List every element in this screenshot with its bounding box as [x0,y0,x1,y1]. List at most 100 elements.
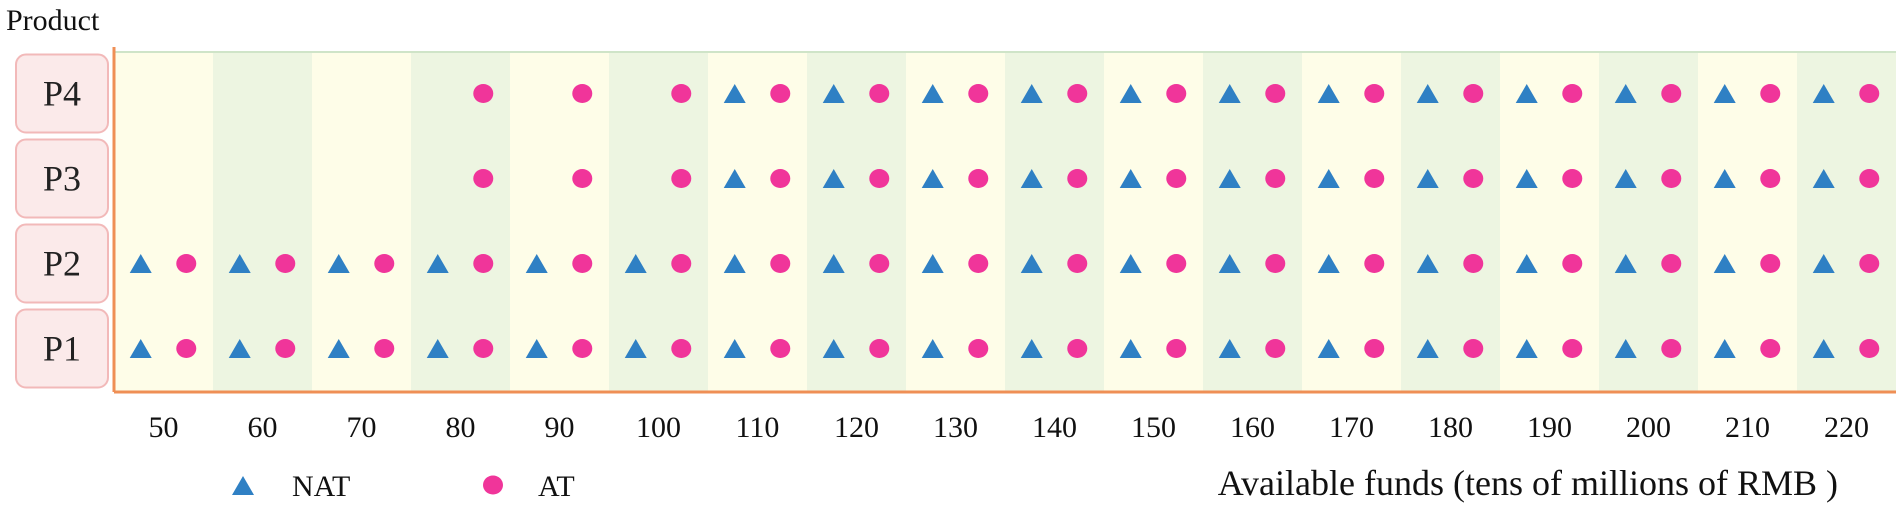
product-box-p4 [15,53,109,134]
at-point-p3-90 [572,169,593,188]
x-tick-210: 210 [1725,411,1770,444]
data-marks [129,84,1880,358]
x-tick-120: 120 [834,411,879,444]
legend: NAT AT [232,470,575,503]
nat-point-p1-170 [1317,339,1340,358]
nat-point-p2-180 [1416,254,1439,273]
nat-point-p1-180 [1416,339,1439,358]
x-tick-170: 170 [1329,411,1374,444]
at-point-p1-110 [770,339,791,358]
at-point-p2-150 [1166,254,1187,273]
x-tick-60: 60 [248,411,278,444]
at-point-p4-180 [1463,84,1484,103]
nat-point-p4-130 [921,84,944,103]
x-axis-title: Available funds (tens of millions of RMB… [1218,463,1838,503]
x-tick-100: 100 [636,411,681,444]
at-point-p2-140 [1067,254,1088,273]
nat-point-p2-140 [1020,254,1043,273]
at-point-p3-100 [671,169,692,188]
nat-point-p2-70 [327,254,350,273]
nat-point-p2-170 [1317,254,1340,273]
legend-at-circle-icon [483,475,503,495]
nat-point-p2-110 [723,254,746,273]
nat-point-p3-220 [1812,169,1835,188]
at-point-p1-60 [275,339,296,358]
x-tick-180: 180 [1428,411,1473,444]
nat-point-p2-190 [1515,254,1538,273]
nat-point-p2-60 [228,254,251,273]
x-tick-70: 70 [347,411,377,444]
x-tick-labels: 50 60 70 80 90 100 110 120 130 140 150 160 170 180 190… [149,411,1870,444]
at-point-p3-210 [1760,169,1781,188]
x-tick-110: 110 [736,411,780,444]
nat-point-p4-150 [1119,84,1142,103]
nat-point-p4-160 [1218,84,1241,103]
at-point-p1-70 [374,339,395,358]
nat-point-p4-170 [1317,84,1340,103]
at-point-p4-100 [671,84,692,103]
nat-point-p1-160 [1218,339,1241,358]
nat-point-p2-210 [1713,254,1736,273]
at-point-p3-160 [1265,169,1286,188]
nat-point-p2-120 [822,254,845,273]
at-point-p1-140 [1067,339,1088,358]
x-tick-160: 160 [1230,411,1275,444]
band-70 [312,51,411,391]
band-60 [213,51,312,391]
at-point-p4-190 [1562,84,1583,103]
at-point-p3-130 [968,169,989,188]
product-box-p2 [15,223,109,304]
nat-point-p1-140 [1020,339,1043,358]
nat-point-p4-120 [822,84,845,103]
nat-point-p3-130 [921,169,944,188]
band-90 [510,51,609,391]
nat-point-p1-50 [129,339,152,358]
at-point-p1-160 [1265,339,1286,358]
nat-point-p3-180 [1416,169,1439,188]
at-point-p1-190 [1562,339,1583,358]
at-point-p3-120 [869,169,890,188]
band-110 [708,51,807,391]
nat-point-p1-210 [1713,339,1736,358]
nat-point-p1-150 [1119,339,1142,358]
at-point-p1-200 [1661,339,1682,358]
at-point-p2-220 [1859,254,1880,273]
product-box-p1 [15,308,109,389]
nat-point-p2-220 [1812,254,1835,273]
nat-point-p2-150 [1119,254,1142,273]
legend-at-label: AT [538,470,575,503]
product-box-p3 [15,138,109,219]
at-point-p4-120 [869,84,890,103]
nat-point-p1-200 [1614,339,1637,358]
x-tick-130: 130 [933,411,978,444]
at-point-p2-110 [770,254,791,273]
y-axis-title: Product [6,4,100,37]
band-150 [1104,51,1203,391]
at-point-p2-210 [1760,254,1781,273]
nat-point-p3-210 [1713,169,1736,188]
nat-point-p1-90 [525,339,548,358]
band-130 [906,51,1005,391]
nat-point-p4-110 [723,84,746,103]
at-point-p3-110 [770,169,791,188]
at-point-p2-160 [1265,254,1286,273]
at-point-p1-180 [1463,339,1484,358]
x-tick-190: 190 [1527,411,1572,444]
band-160 [1203,51,1302,391]
x-tick-220: 220 [1824,411,1869,444]
at-point-p2-180 [1463,254,1484,273]
nat-point-p1-80 [426,339,449,358]
at-point-p3-220 [1859,169,1880,188]
band-210 [1698,51,1797,391]
nat-point-p1-70 [327,339,350,358]
band-170 [1302,51,1401,391]
at-point-p4-160 [1265,84,1286,103]
nat-point-p4-140 [1020,84,1043,103]
at-point-p1-90 [572,339,593,358]
nat-point-p1-220 [1812,339,1835,358]
legend-nat-triangle-icon [232,476,254,495]
at-point-p4-150 [1166,84,1187,103]
nat-point-p3-170 [1317,169,1340,188]
product-label-p3: P3 [43,159,81,199]
band-200 [1599,51,1698,391]
